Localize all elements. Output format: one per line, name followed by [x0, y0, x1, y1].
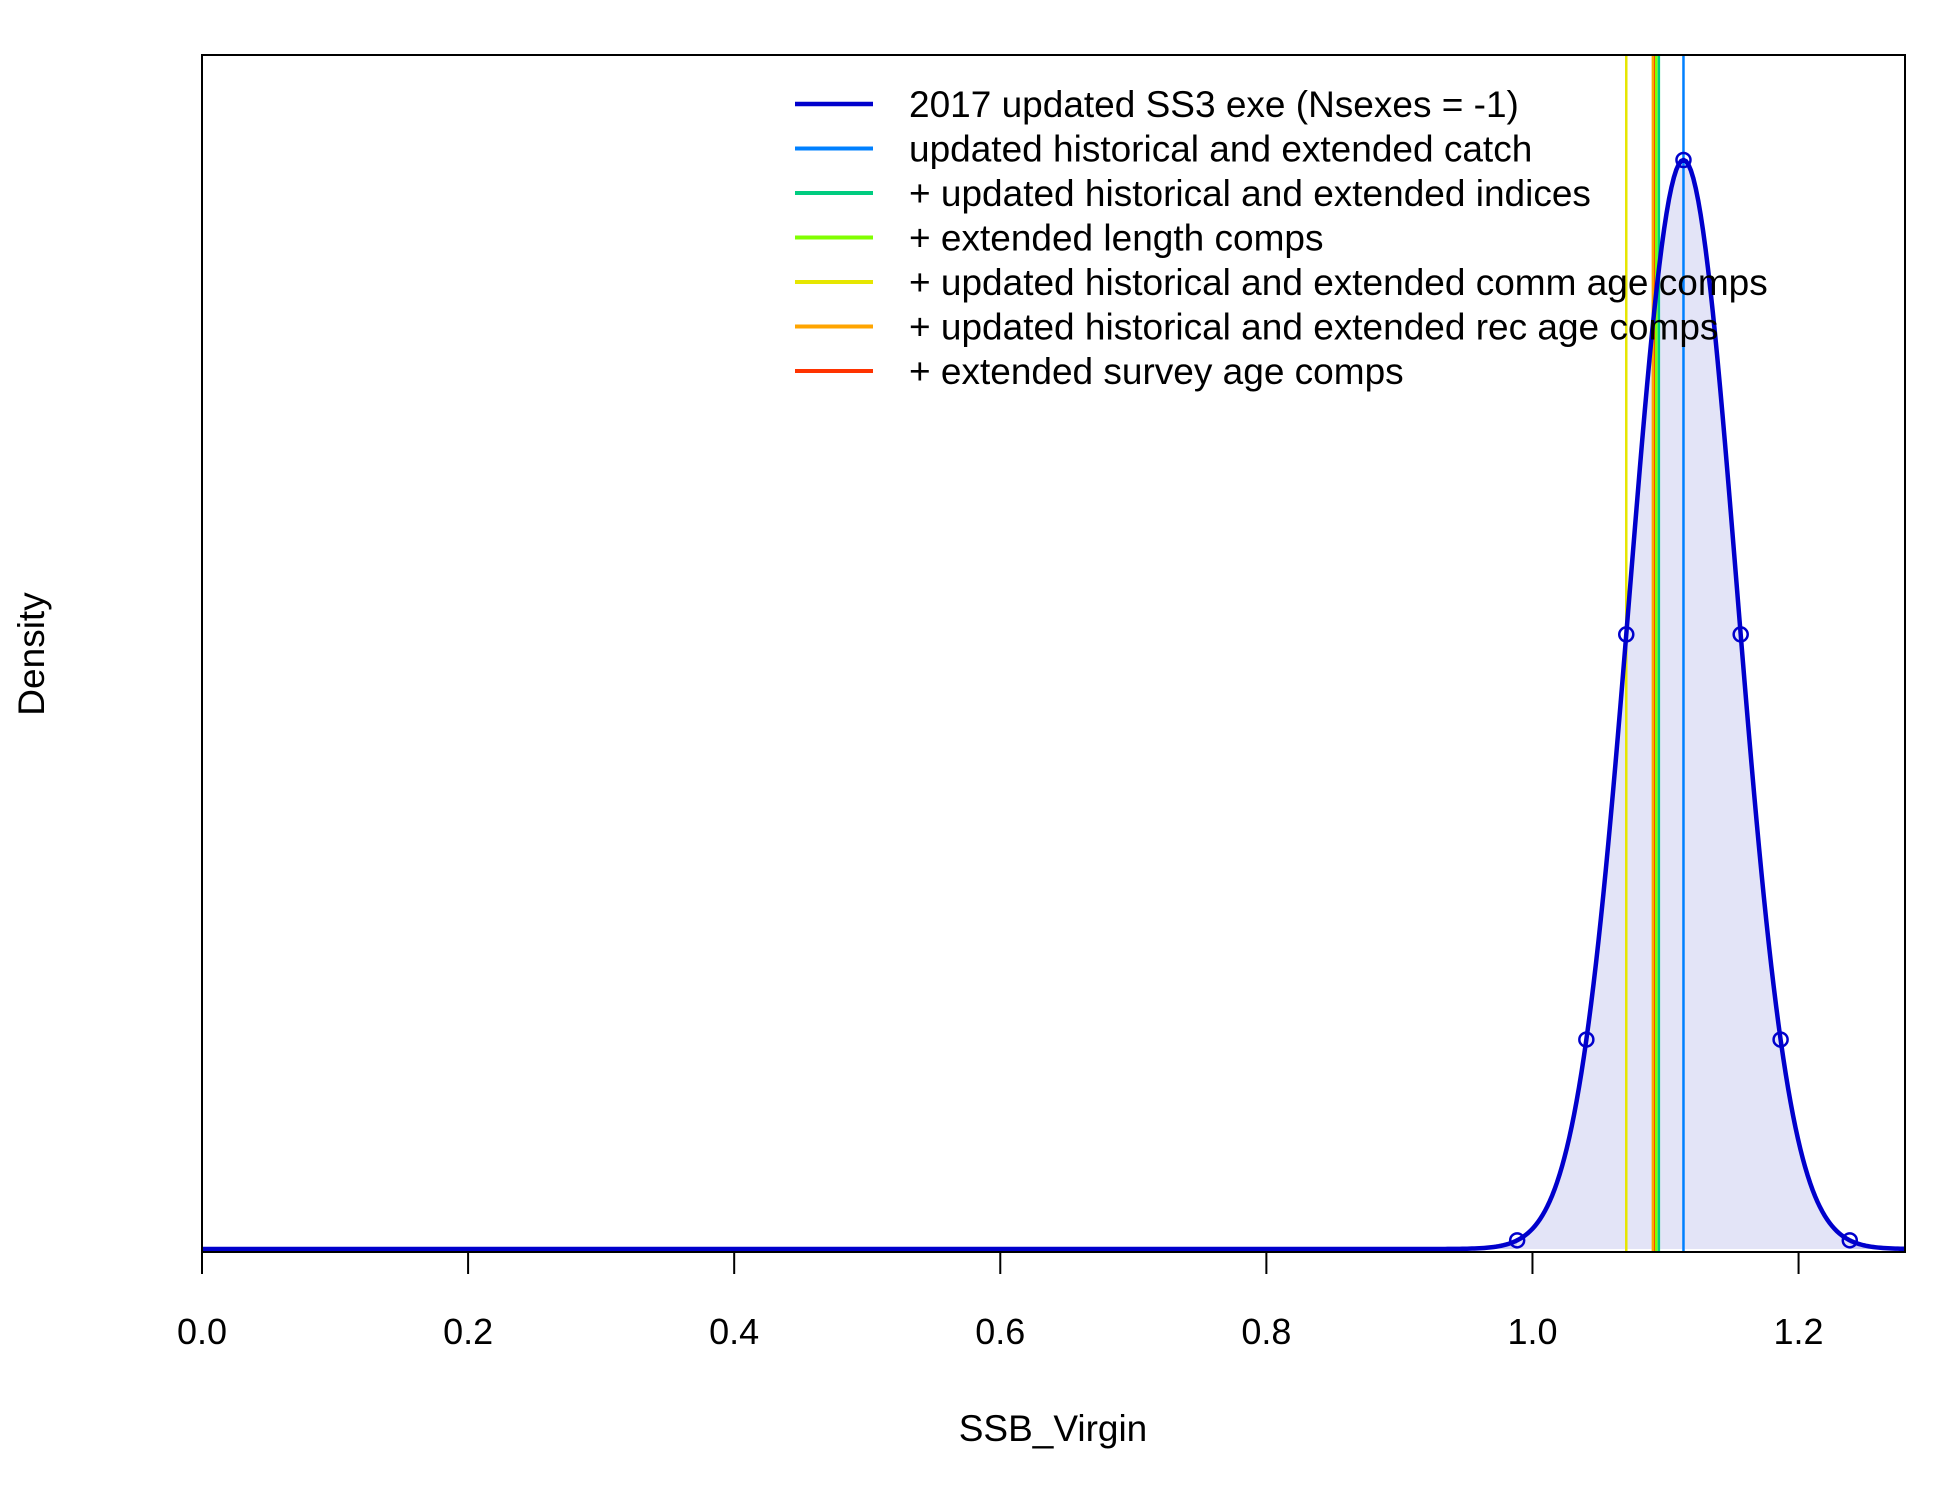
x-tick-label: 0.2: [443, 1311, 493, 1352]
y-axis-title: Density: [11, 592, 52, 716]
legend-label-2: updated historical and extended catch: [909, 129, 1532, 170]
quantile-point: [1508, 1232, 1526, 1249]
quantile-point: [1618, 626, 1635, 643]
quantile-point: [1732, 626, 1749, 643]
quantile-point: [1772, 1031, 1789, 1048]
x-axis: 0.0 0.2 0.4 0.6 0.8 1.0 1.2: [177, 1251, 1824, 1352]
x-tick-label: 1.2: [1774, 1311, 1824, 1352]
legend: 2017 updated SS3 exe (Nsexes = -1)update…: [795, 84, 1768, 392]
x-tick-label: 1.0: [1507, 1311, 1557, 1352]
legend-label-3: + updated historical and extended indice…: [909, 173, 1591, 214]
legend-label-5: + updated historical and extended comm a…: [909, 262, 1768, 303]
legend-label-6: + updated historical and extended rec ag…: [909, 307, 1718, 348]
x-tick-label: 0.6: [975, 1311, 1025, 1352]
x-tick-label: 0.8: [1241, 1311, 1291, 1352]
x-tick-label: 0.0: [177, 1311, 227, 1352]
quantile-point: [1841, 1232, 1859, 1249]
x-axis-title: SSB_Virgin: [959, 1408, 1148, 1449]
legend-label-1: 2017 updated SS3 exe (Nsexes = -1): [909, 84, 1519, 125]
plot-content: [202, 56, 1906, 1252]
quantile-point: [1578, 1031, 1595, 1048]
x-tick-label: 0.4: [709, 1311, 759, 1352]
legend-label-7: + extended survey age comps: [909, 351, 1404, 392]
quantile-point: [1675, 151, 1692, 169]
legend-label-4: + extended length comps: [909, 218, 1323, 259]
density-curve: [202, 157, 1906, 1252]
